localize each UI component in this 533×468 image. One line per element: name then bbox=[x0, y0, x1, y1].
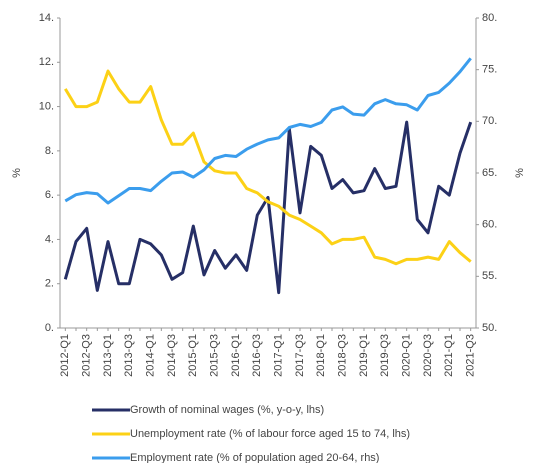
y-tick-label: 4. bbox=[45, 233, 54, 245]
x-tick-label: 2019-Q3 bbox=[379, 334, 391, 377]
x-tick-label: 2016-Q3 bbox=[251, 334, 263, 377]
y-tick-label: 6. bbox=[45, 189, 54, 201]
y-tick-label: 14. bbox=[39, 12, 54, 24]
y2-tick-label: 55. bbox=[482, 270, 497, 282]
series-line bbox=[64, 69, 472, 266]
y2-tick-label: 70. bbox=[482, 115, 497, 127]
x-tick-label: 2015-Q3 bbox=[209, 334, 221, 377]
y-tick-label: 12. bbox=[39, 56, 54, 68]
series-line bbox=[64, 57, 472, 205]
x-tick-label: 2013-Q1 bbox=[102, 334, 114, 377]
y-tick-label: 10. bbox=[39, 100, 54, 112]
x-tick-label: 2021-Q3 bbox=[465, 334, 477, 377]
y-tick-label: 2. bbox=[45, 278, 54, 290]
y2-tick-label: 80. bbox=[482, 12, 497, 24]
y-axis-label: % bbox=[11, 168, 23, 178]
legend-label: Employment rate (% of population aged 20… bbox=[130, 452, 379, 463]
x-tick-label: 2016-Q1 bbox=[230, 334, 242, 377]
x-tick-label: 2012-Q3 bbox=[81, 334, 93, 377]
y-tick-label: 0. bbox=[45, 322, 54, 334]
y2-axis-label: % bbox=[514, 168, 526, 178]
x-tick-label: 2018-Q3 bbox=[337, 334, 349, 377]
legend-label: Unemployment rate (% of labour force age… bbox=[130, 428, 410, 440]
x-tick-label: 2017-Q1 bbox=[273, 334, 285, 377]
y-tick-label: 8. bbox=[45, 145, 54, 157]
x-tick-label: 2013-Q3 bbox=[123, 334, 135, 377]
x-tick-label: 2014-Q3 bbox=[166, 334, 178, 377]
x-tick-label: 2020-Q3 bbox=[422, 334, 434, 377]
x-tick-label: 2015-Q1 bbox=[187, 334, 199, 377]
x-tick-label: 2020-Q1 bbox=[401, 334, 413, 377]
series-line bbox=[63, 120, 473, 295]
x-tick-label: 2019-Q1 bbox=[358, 334, 370, 377]
x-tick-label: 2021-Q1 bbox=[443, 334, 455, 377]
x-tick-label: 2018-Q1 bbox=[315, 334, 327, 377]
y2-tick-label: 65. bbox=[482, 167, 497, 179]
y2-tick-label: 60. bbox=[482, 219, 497, 231]
y2-tick-label: 50. bbox=[482, 322, 497, 334]
y2-tick-label: 75. bbox=[482, 64, 497, 76]
x-tick-label: 2012-Q1 bbox=[59, 334, 71, 377]
x-tick-label: 2014-Q1 bbox=[145, 334, 157, 377]
x-tick-label: 2017-Q3 bbox=[294, 334, 306, 377]
legend-label: Growth of nominal wages (%, y-o-y, lhs) bbox=[130, 404, 324, 416]
